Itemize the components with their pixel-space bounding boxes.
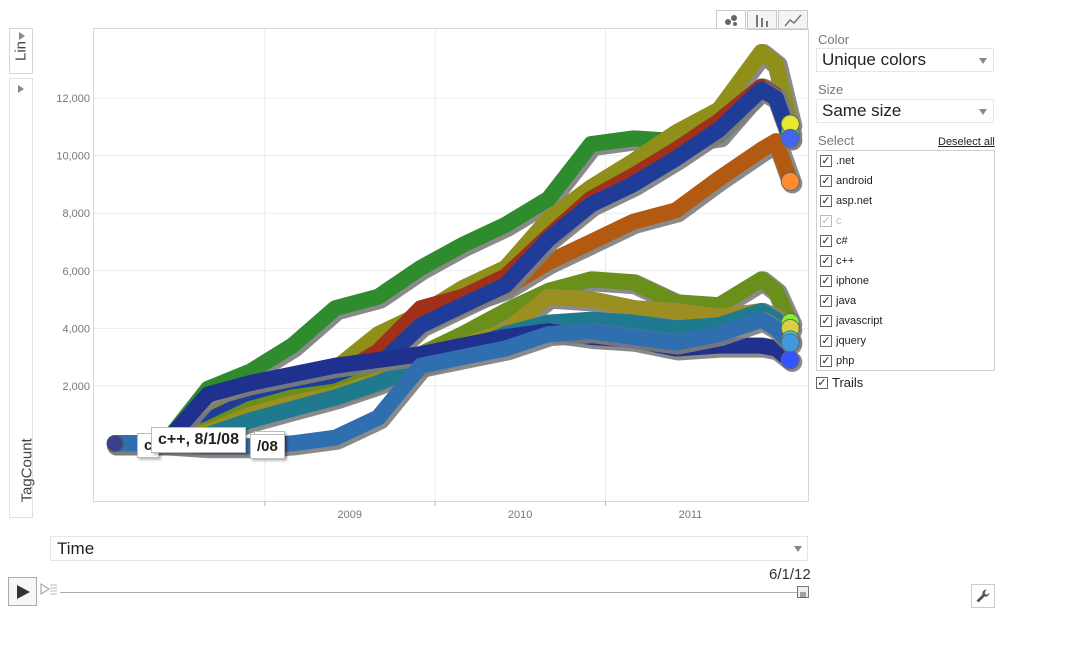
series-checkbox[interactable]: ✓ [820,335,832,347]
chevron-down-icon [979,58,987,64]
bubble-chart-icon [725,15,737,26]
line-chart-icon [784,14,802,27]
series-checkbox[interactable]: ✓ [820,295,832,307]
series-checkbox[interactable]: ✓ [820,175,832,187]
speed-icon [40,583,57,595]
color-label: Color [818,32,850,47]
chevron-down-icon [794,546,802,552]
series-bubble [780,172,800,192]
series-label: iphone [836,275,870,287]
series-item-php[interactable]: ✓ php [820,352,854,370]
series-label: c++ [836,255,855,267]
y-tick-label: 10,000 [56,151,90,163]
series-label: .net [836,155,855,167]
series-item-java[interactable]: ✓ java [820,292,856,310]
play-icon [16,584,30,599]
color-select-value: Unique colors [822,50,926,69]
color-select[interactable]: Unique colors [816,48,994,72]
bar-view-button[interactable] [747,10,777,30]
series-item-jquery[interactable]: ✓ jquery [820,332,866,350]
series-label: c [836,215,842,227]
x-variable-select[interactable]: Time [50,536,808,561]
chevron-right-icon [19,32,25,40]
series-label: javascript [836,315,883,327]
x-variable-label: Time [57,539,95,558]
series-item-iphone[interactable]: ✓ iphone [820,272,869,290]
series-checkbox[interactable]: ✓ [820,275,832,287]
series-checkbox[interactable]: ✓ [820,215,832,227]
trails-label: Trails [832,375,864,390]
trails-toggle[interactable]: ✓ Trails [816,375,863,390]
deselect-all-link[interactable]: Deselect all [938,136,995,148]
series-item-android[interactable]: ✓ android [820,172,873,190]
series-item-c-[interactable]: ✓ c++ [820,252,854,270]
settings-button[interactable] [971,584,995,608]
series-label: php [836,355,855,367]
y-tick-label: 4,000 [62,323,90,335]
series-checkbox[interactable]: ✓ [820,155,832,167]
series-item-asp-net[interactable]: ✓ asp.net [820,192,872,210]
size-select[interactable]: Same size [816,99,994,123]
series-select-list[interactable]: ✓ .net ✓ android ✓ asp.net ✓ c ✓ c# ✓ c++ ✓ iphone ✓ ja… [816,150,995,371]
series-item-javascript[interactable]: ✓ javascript [820,312,882,330]
time-slider-track[interactable] [60,592,806,593]
select-label: Select [818,133,855,148]
line-view-button[interactable] [778,10,808,30]
bubble-view-button[interactable] [716,10,746,30]
series-item-c-[interactable]: ✓ c# [820,232,848,250]
series-trail [107,323,799,452]
y-scale-button[interactable]: Lin [9,28,33,74]
series-item--net[interactable]: ✓ .net [820,152,854,170]
series-bubble [780,350,800,370]
series-label: java [836,295,857,307]
series-bubble [780,128,800,148]
bar-chart-icon [756,15,768,27]
wrench-icon [976,589,990,603]
time-slider-handle[interactable] [797,586,809,598]
x-tick-label: 2010 [508,509,532,521]
chevron-right-icon [18,85,24,93]
y-tick-label: 8,000 [62,208,90,220]
series-checkbox[interactable]: ✓ [820,315,832,327]
series-checkbox[interactable]: ✓ [820,355,832,367]
size-label: Size [818,82,844,97]
y-tick-label: 12,000 [56,93,90,105]
chevron-down-icon [979,109,987,115]
speed-control[interactable] [40,582,58,603]
plot-area[interactable] [93,28,809,502]
x-tick-label: 2009 [338,509,362,521]
size-select-value: Same size [822,101,902,120]
series-label: c# [836,235,848,247]
series-label: android [836,175,873,187]
grip-icon [800,592,806,598]
series-checkbox[interactable]: ✓ [820,255,832,267]
tooltip-partial-3: /08 [250,434,285,459]
play-button[interactable] [8,577,37,606]
series-item-c[interactable]: ✓ c [820,212,842,230]
series-label: jquery [836,335,866,347]
y-tick-label: 2,000 [62,381,90,393]
series-label: asp.net [836,195,873,207]
series-checkbox[interactable]: ✓ [820,235,832,247]
series-bubble [780,333,800,353]
current-date: 6/1/12 [769,566,811,583]
tooltip-cpp: c++, 8/1/08 [151,427,246,453]
start-bubble [106,434,124,452]
trails-checkbox[interactable]: ✓ [816,376,828,389]
x-tick-label: 2011 [679,509,703,521]
y-variable-select[interactable]: TagCount [9,78,36,518]
y-tick-label: 6,000 [62,266,90,278]
series-checkbox[interactable]: ✓ [820,195,832,207]
